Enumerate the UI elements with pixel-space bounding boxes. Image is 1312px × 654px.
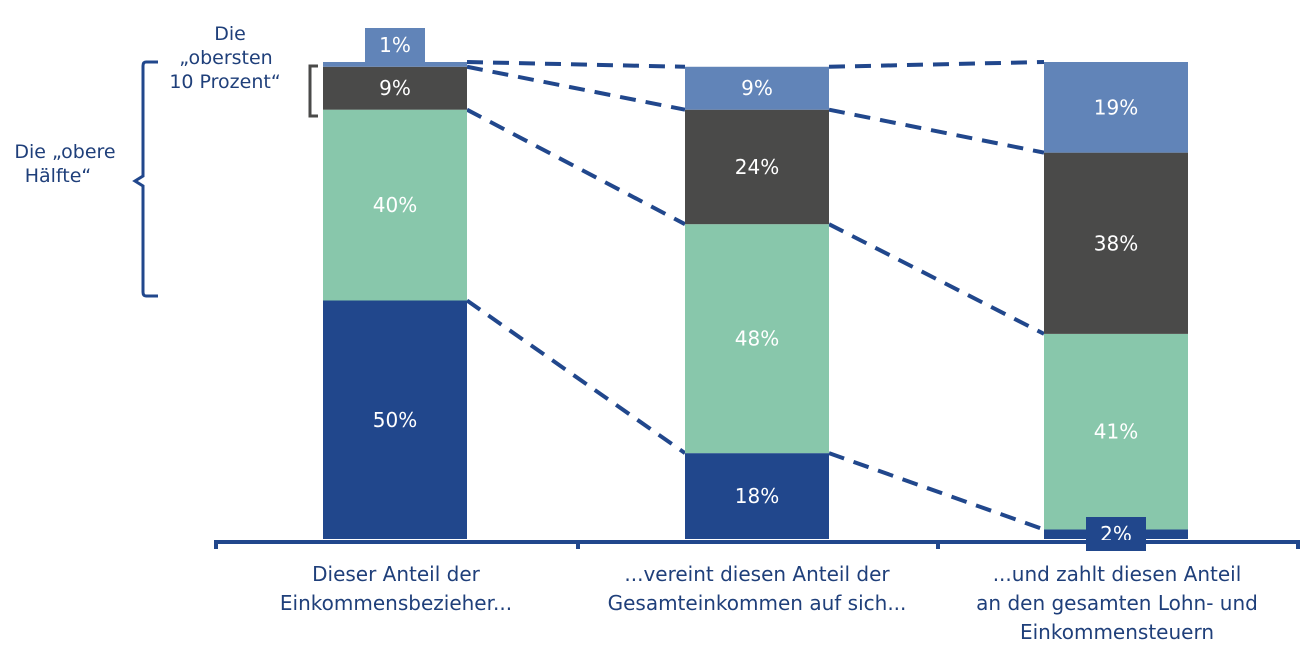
bar-segment-bottom50-1 — [685, 453, 829, 539]
annotation-top10-line3: 10 Prozent“ — [169, 71, 280, 93]
data-label: 1% — [379, 33, 411, 57]
bar-segment-p90to99-2 — [1044, 152, 1188, 334]
data-label: 9% — [741, 76, 773, 100]
connector-line — [828, 60, 1045, 69]
data-label: 50% — [373, 408, 417, 432]
annotation-top10: Die „obersten 10 Prozent“ — [169, 23, 318, 118]
connector-line — [465, 298, 687, 455]
bar-segment-p50to90-2 — [1044, 333, 1188, 530]
category-label: Gesamteinkommen auf sich... — [608, 591, 907, 615]
connector-line — [466, 60, 686, 69]
annotation-upper-half: Die „obere Hälfte“ — [14, 60, 158, 298]
data-label: 41% — [1094, 420, 1138, 444]
category-label: Einkommensbezieher... — [280, 591, 512, 615]
connector-line — [828, 451, 1045, 532]
data-label: 18% — [735, 484, 779, 508]
bar-segment-top1-0 — [323, 62, 467, 67]
bar-segment-top1-1 — [685, 66, 829, 110]
category-label: Einkommensteuern — [1020, 620, 1214, 644]
bar-group: 50%40%9%1%18%48%24%9%2%41%38%19% — [323, 28, 1188, 551]
bracket-upper-half — [132, 60, 158, 298]
category-label: an den gesamten Lohn- und — [976, 591, 1258, 615]
connector-line — [828, 107, 1045, 155]
annotation-top10-line1: Die — [214, 23, 246, 45]
bracket-top10 — [308, 64, 318, 118]
connector-line — [466, 64, 686, 112]
bar-segment-p50to90-0 — [323, 109, 467, 301]
connector-lines — [465, 60, 1045, 532]
data-label-box — [365, 28, 425, 62]
data-label: 38% — [1094, 231, 1138, 255]
category-label: ...vereint diesen Anteil der — [624, 562, 890, 586]
bar-segment-bottom50-0 — [323, 300, 467, 539]
data-label: 19% — [1094, 95, 1138, 119]
category-labels: Dieser Anteil der Einkommensbezieher.....… — [280, 562, 1258, 644]
category-label: ...und zahlt diesen Anteil — [993, 562, 1242, 586]
bar-segment-top1-2 — [1044, 62, 1188, 153]
data-label-box — [1086, 517, 1146, 551]
connector-line — [828, 222, 1045, 336]
data-label: 48% — [735, 327, 779, 351]
bar-segment-p50to90-1 — [685, 224, 829, 454]
data-label: 9% — [379, 76, 411, 100]
data-label: 40% — [373, 193, 417, 217]
annotation-upper-half-line2: Hälfte“ — [25, 165, 92, 187]
annotation-upper-half-line1: Die „obere — [14, 141, 115, 163]
bar-segment-p90to99-0 — [323, 66, 467, 110]
bar-segment-p90to99-1 — [685, 109, 829, 225]
connector-line — [466, 107, 686, 226]
annotation-top10-line2: „obersten — [179, 47, 272, 69]
category-label: Dieser Anteil der — [312, 562, 481, 586]
x-axis — [214, 540, 1300, 549]
data-label: 24% — [735, 155, 779, 179]
